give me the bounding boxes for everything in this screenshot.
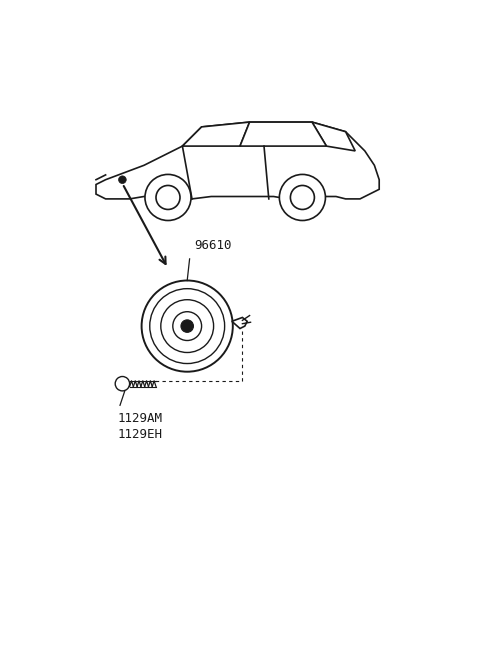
Circle shape [142, 281, 233, 372]
Text: 1129AM
1129EH: 1129AM 1129EH [118, 413, 163, 440]
PathPatch shape [312, 122, 355, 151]
Circle shape [115, 376, 130, 391]
Circle shape [279, 174, 325, 221]
Circle shape [119, 176, 126, 183]
PathPatch shape [96, 122, 379, 199]
Circle shape [161, 300, 214, 353]
Circle shape [145, 174, 191, 221]
Text: 96610: 96610 [194, 238, 232, 252]
Circle shape [173, 311, 202, 340]
PathPatch shape [240, 122, 326, 146]
Circle shape [156, 185, 180, 210]
Circle shape [290, 185, 314, 210]
PathPatch shape [232, 317, 247, 328]
PathPatch shape [182, 122, 250, 146]
Circle shape [150, 288, 225, 363]
Circle shape [181, 320, 193, 332]
